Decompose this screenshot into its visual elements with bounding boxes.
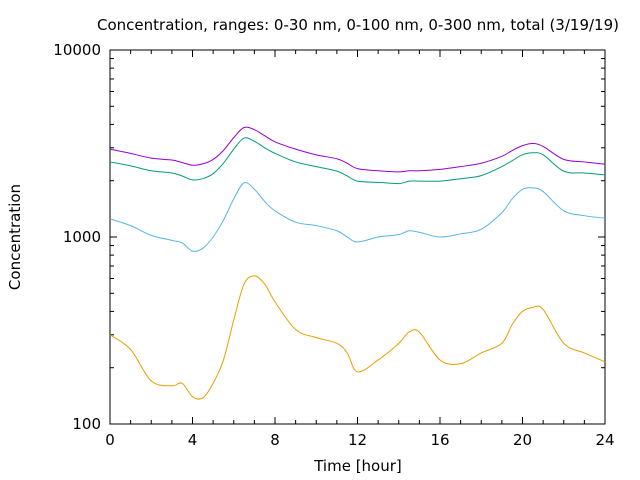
- x-tick-label: 8: [270, 431, 280, 449]
- y-tick-label: 10000: [53, 41, 101, 59]
- x-tick-label: 0: [105, 431, 115, 449]
- ticks-layer: 0 4 8 12 16 20 24 100 1000 10000: [53, 41, 614, 449]
- y-tick-label: 100: [72, 415, 101, 433]
- x-tick-label: 20: [513, 431, 532, 449]
- plot-frame: [109, 49, 606, 425]
- x-tick-label: 24: [595, 431, 614, 449]
- x-tick-label: 16: [430, 431, 449, 449]
- series-line-2: [109, 137, 606, 185]
- y-tick-label: 1000: [63, 228, 101, 246]
- y-axis-label: Concentration: [6, 184, 24, 290]
- series-line-1: [109, 126, 606, 173]
- series-layer: [109, 126, 606, 400]
- series-line-3: [109, 181, 606, 252]
- chart-title: Concentration, ranges: 0-30 nm, 0-100 nm…: [97, 16, 619, 34]
- x-axis-label: Time [hour]: [313, 457, 402, 475]
- series-line-4: [109, 275, 606, 400]
- x-tick-label: 12: [348, 431, 367, 449]
- x-tick-label: 4: [188, 431, 198, 449]
